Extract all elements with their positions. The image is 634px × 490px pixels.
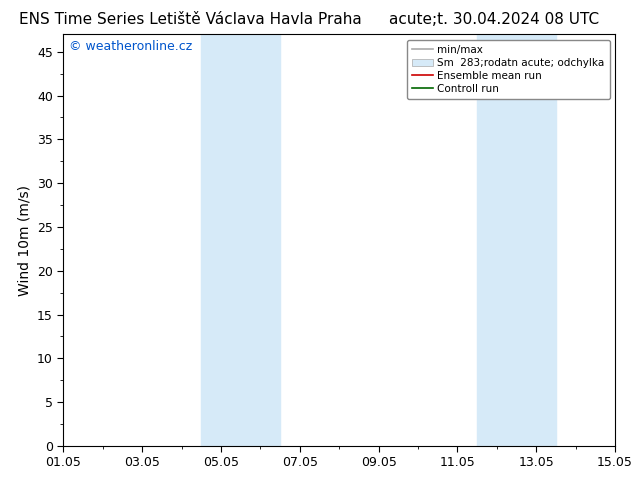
Y-axis label: Wind 10m (m/s): Wind 10m (m/s) — [18, 185, 32, 295]
Text: © weatheronline.cz: © weatheronline.cz — [69, 41, 192, 53]
Legend: min/max, Sm  283;rodatn acute; odchylka, Ensemble mean run, Controll run: min/max, Sm 283;rodatn acute; odchylka, … — [407, 40, 610, 99]
Text: acute;t. 30.04.2024 08 UTC: acute;t. 30.04.2024 08 UTC — [389, 12, 600, 27]
Text: ENS Time Series Letiště Václava Havla Praha: ENS Time Series Letiště Václava Havla Pr… — [19, 12, 361, 27]
Bar — [202, 34, 280, 446]
Bar — [477, 34, 556, 446]
